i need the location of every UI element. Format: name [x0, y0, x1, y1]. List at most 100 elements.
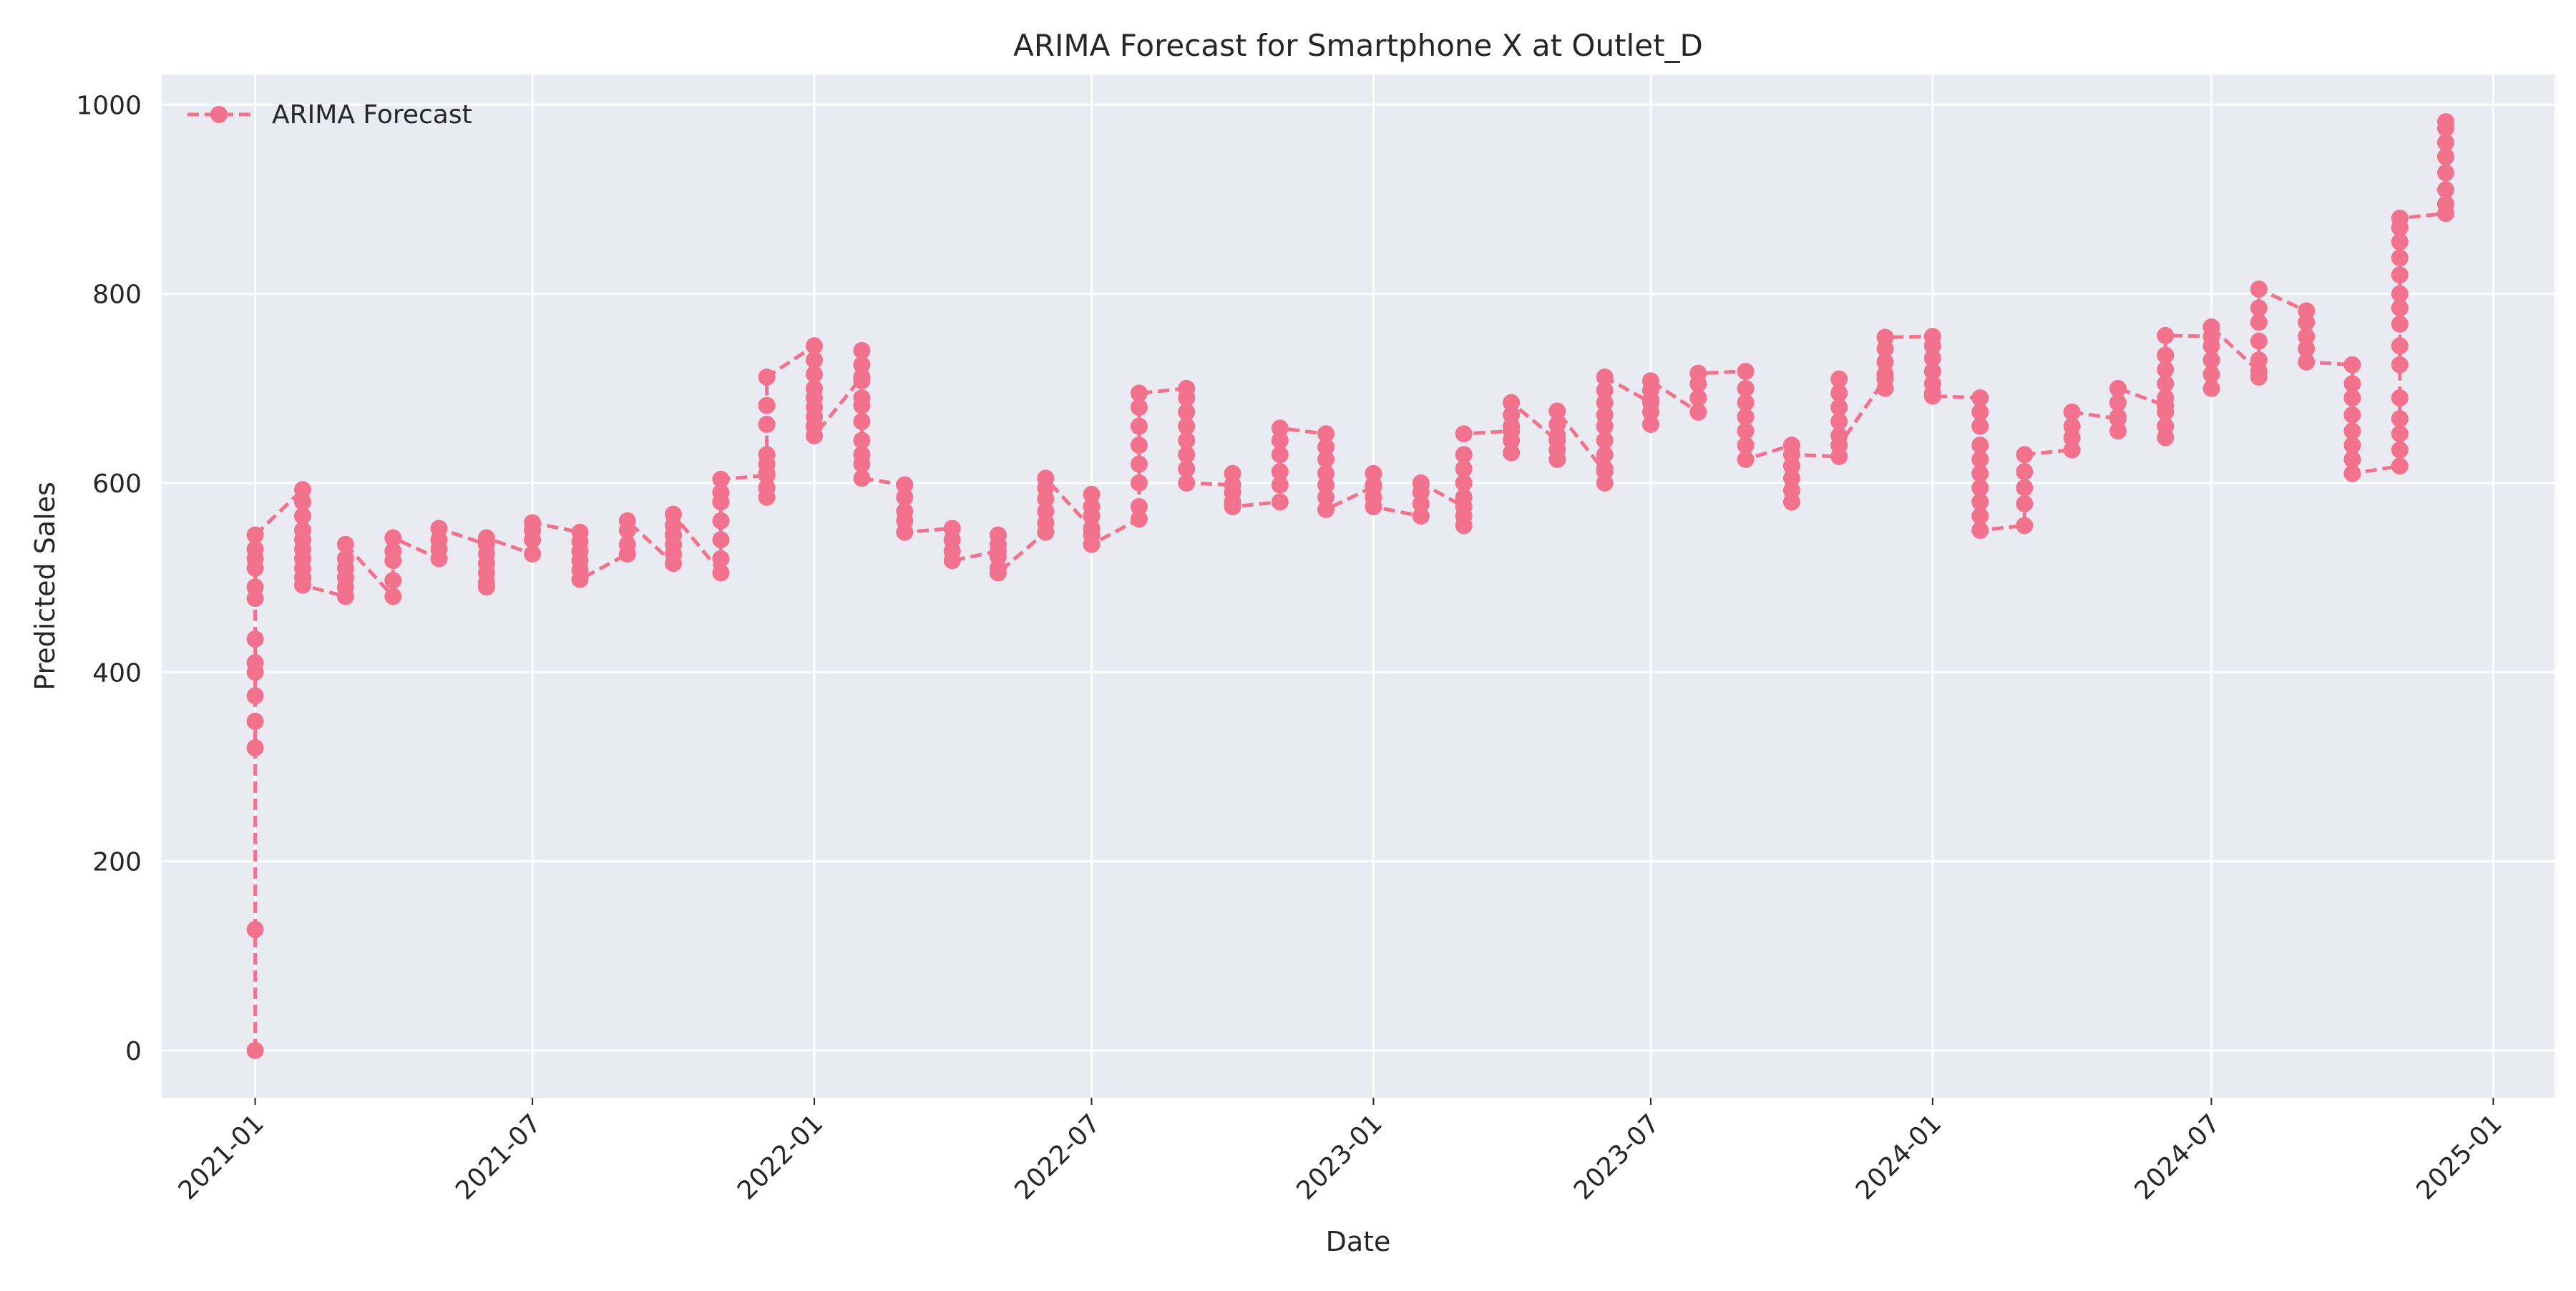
data-point — [1317, 500, 1335, 518]
data-point — [294, 493, 311, 511]
data-point — [1083, 535, 1101, 553]
data-point — [2109, 408, 2127, 426]
data-point — [2157, 417, 2175, 435]
data-point — [430, 520, 448, 537]
data-point — [2202, 351, 2220, 369]
data-point — [2016, 446, 2034, 464]
data-point — [1689, 403, 1707, 421]
data-point — [853, 413, 871, 430]
data-point — [1412, 474, 1430, 492]
data-point — [1971, 389, 1989, 406]
data-point — [336, 535, 354, 553]
data-point — [2157, 403, 2175, 421]
data-point — [2157, 375, 2175, 393]
data-point — [618, 512, 636, 530]
data-point — [1037, 469, 1055, 487]
legend: ARIMA Forecast — [187, 100, 472, 130]
data-point — [1971, 464, 1989, 482]
data-point — [2016, 463, 2034, 481]
data-point — [2202, 337, 2220, 355]
data-point — [1737, 450, 1755, 468]
data-point — [1317, 450, 1335, 468]
data-point — [1130, 510, 1148, 528]
data-point — [1737, 363, 1755, 380]
data-point — [1178, 389, 1196, 406]
data-point — [853, 455, 871, 473]
data-point — [246, 578, 264, 596]
data-point — [2391, 457, 2409, 475]
data-point — [477, 529, 495, 547]
data-point — [1737, 437, 1755, 454]
data-point — [806, 337, 823, 355]
data-point — [384, 588, 402, 605]
data-point — [1455, 474, 1473, 492]
data-point — [1596, 381, 1614, 399]
data-point — [2250, 368, 2268, 386]
data-point — [2343, 356, 2361, 374]
data-point — [2343, 389, 2361, 406]
data-point — [2391, 425, 2409, 443]
data-point — [294, 507, 311, 525]
data-point — [1178, 474, 1196, 492]
data-point — [1971, 450, 1989, 468]
y-axis-label: Predicted Sales — [29, 482, 61, 691]
data-point — [246, 654, 264, 672]
data-point — [246, 920, 264, 938]
data-point — [246, 1041, 264, 1059]
data-point — [853, 341, 871, 359]
data-point — [1641, 403, 1659, 421]
legend-marker — [210, 106, 228, 123]
data-point — [1923, 337, 1941, 355]
data-point — [758, 368, 776, 386]
data-point — [1737, 408, 1755, 426]
data-point — [1455, 446, 1473, 464]
data-point — [1178, 432, 1196, 449]
data-point — [2437, 148, 2454, 165]
data-point — [2391, 299, 2409, 317]
data-point — [1830, 413, 1848, 430]
data-point — [806, 351, 823, 369]
data-point — [1782, 482, 1800, 500]
data-point — [2343, 450, 2361, 468]
data-point — [712, 484, 730, 502]
data-point — [943, 552, 961, 570]
data-point — [896, 523, 914, 541]
data-point — [1037, 502, 1055, 520]
data-point — [1130, 399, 1148, 416]
data-point — [1596, 446, 1614, 464]
data-point — [1271, 493, 1289, 511]
data-point — [2391, 410, 2409, 428]
y-tick-label: 200 — [92, 848, 142, 877]
data-point — [806, 366, 823, 383]
data-point — [1178, 446, 1196, 464]
data-point — [712, 564, 730, 582]
data-point — [2157, 389, 2175, 406]
data-point — [2202, 318, 2220, 336]
data-point — [2202, 366, 2220, 383]
data-point — [294, 481, 311, 499]
data-point — [2250, 281, 2268, 298]
data-point — [1596, 460, 1614, 478]
data-point — [1455, 425, 1473, 443]
data-point — [2157, 346, 2175, 364]
y-tick-label: 1000 — [76, 91, 142, 120]
data-point — [2391, 315, 2409, 333]
data-point — [1317, 488, 1335, 506]
data-point — [806, 427, 823, 444]
data-point — [2437, 195, 2454, 213]
data-point — [1178, 417, 1196, 435]
data-point — [524, 545, 542, 563]
data-point — [1971, 493, 1989, 511]
data-point — [2343, 437, 2361, 454]
data-point — [2109, 394, 2127, 411]
data-point — [1876, 328, 1894, 346]
data-point — [1689, 364, 1707, 382]
data-point — [384, 542, 402, 560]
data-point — [384, 572, 402, 590]
data-point — [1412, 507, 1430, 525]
data-point — [1971, 417, 1989, 435]
data-point — [712, 470, 730, 488]
data-point — [1971, 522, 1989, 539]
data-point — [758, 479, 776, 497]
